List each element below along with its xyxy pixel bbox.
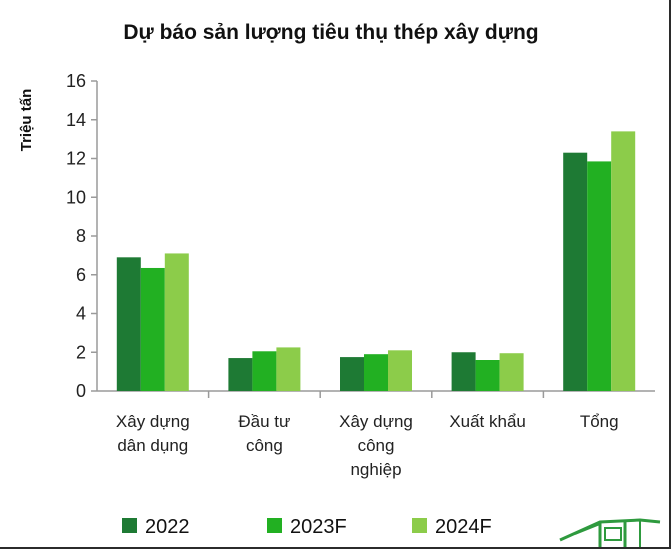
- legend: 2022 2023F 2024F: [122, 516, 492, 538]
- y-tick-label: 12: [66, 149, 86, 169]
- y-tick-label: 10: [66, 187, 86, 207]
- bar: [228, 358, 253, 391]
- bar: [587, 161, 612, 391]
- bar: [116, 257, 141, 391]
- x-category-label-line: Xây dựng: [339, 412, 413, 431]
- bar: [499, 353, 524, 391]
- y-tick-label: 0: [76, 381, 86, 401]
- y-tick-label: 2: [76, 342, 86, 362]
- x-category-label-line: Xuất khẩu: [449, 412, 526, 431]
- bar: [563, 152, 588, 391]
- x-category-label-line: Xây dựng: [116, 412, 190, 431]
- crane-logo: [559, 518, 661, 549]
- x-category-label-line: dân dụng: [117, 436, 188, 455]
- bar: [340, 357, 364, 391]
- x-category-label-line: công: [246, 436, 283, 455]
- bar: [451, 352, 476, 391]
- y-tick-label: 8: [76, 226, 86, 246]
- bar: [364, 354, 388, 391]
- legend-label: 2022: [145, 516, 190, 538]
- x-category-label: Xuất khẩu: [449, 412, 526, 431]
- x-category-label-line: Đầu tư: [238, 412, 290, 431]
- bar: [164, 253, 189, 391]
- legend-swatch: [412, 518, 427, 533]
- bar: [276, 347, 301, 391]
- legend-label: 2023F: [290, 516, 347, 538]
- x-category-label-line: Tổng: [580, 412, 619, 431]
- x-category-label: Tổng: [580, 412, 619, 431]
- bar: [388, 350, 412, 391]
- y-tick-label: 4: [76, 304, 86, 324]
- x-category-label: Đầu tư công: [238, 412, 290, 455]
- legend-swatch: [122, 518, 137, 533]
- y-axis-label: Triệu tấn: [18, 89, 35, 152]
- bar: [140, 267, 165, 391]
- y-tick-label: 14: [66, 110, 86, 130]
- bar: [611, 131, 636, 391]
- chart-title: Dự báo sản lượng tiêu thụ thép xây dựng: [123, 21, 538, 44]
- legend-swatch: [267, 518, 282, 533]
- x-category-label: Xây dựng công nghiệp: [339, 412, 413, 479]
- x-category-label-line: nghiệp: [350, 460, 401, 479]
- x-category-label-line: công: [358, 436, 395, 455]
- y-tick-label: 6: [76, 265, 86, 285]
- legend-label: 2024F: [435, 516, 492, 538]
- bar: [475, 360, 500, 391]
- y-tick-label: 16: [66, 71, 86, 91]
- bar: [252, 351, 277, 391]
- x-category-label: Xây dựng dân dụng: [116, 412, 190, 455]
